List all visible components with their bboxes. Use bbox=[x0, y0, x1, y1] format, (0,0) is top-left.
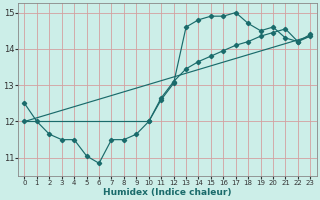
X-axis label: Humidex (Indice chaleur): Humidex (Indice chaleur) bbox=[103, 188, 232, 197]
